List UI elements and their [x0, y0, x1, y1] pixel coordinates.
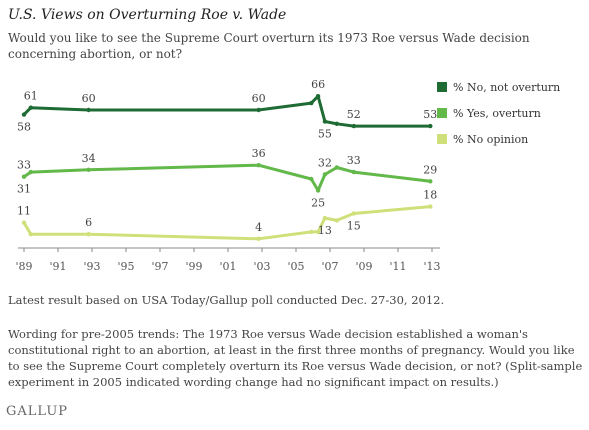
data-point — [21, 174, 27, 179]
data-point — [428, 123, 433, 129]
data-label: 29 — [423, 163, 437, 176]
data-point — [309, 176, 314, 182]
legend-item: % No opinion — [437, 133, 529, 146]
chart-title: U.S. Views on Overturning Roe v. Wade — [8, 7, 287, 23]
data-label: 60 — [252, 92, 266, 105]
legend-label: % No, not overturn — [453, 81, 561, 94]
legend-swatch — [437, 134, 447, 144]
data-point — [334, 218, 339, 223]
data-label: 25 — [311, 197, 325, 210]
legend-item: % Yes, overturn — [437, 107, 541, 120]
data-point — [315, 94, 321, 99]
data-point — [315, 229, 321, 235]
data-point — [351, 211, 356, 216]
data-point — [351, 123, 356, 129]
data-label: 31 — [17, 183, 31, 196]
data-point — [428, 204, 433, 209]
data-label: 36 — [252, 147, 266, 160]
x-tick-label: '95 — [117, 260, 134, 273]
data-label: 6 — [85, 216, 92, 229]
data-point — [428, 179, 433, 184]
x-tick-label: '03 — [253, 260, 270, 273]
data-label: 61 — [24, 90, 38, 103]
data-point — [256, 107, 261, 113]
data-label: 4 — [255, 221, 262, 234]
legend-item: % No, not overturn — [437, 81, 561, 94]
line-chart: '89 '91 '93 '95 '97 '99 '01 '03 '05 '07 '09 '11 '13 5… — [15, 78, 440, 273]
data-point — [86, 167, 91, 172]
data-label: 33 — [347, 154, 361, 167]
data-label: 13 — [318, 224, 332, 237]
series-line — [23, 163, 431, 192]
x-tick-label: '01 — [219, 260, 236, 273]
data-label: 66 — [311, 78, 325, 91]
x-tick-label: '93 — [83, 260, 100, 273]
legend-label: % No opinion — [453, 133, 529, 146]
gallup-logo: GALLUP — [6, 404, 69, 419]
data-point — [334, 121, 339, 127]
data-point — [256, 236, 261, 241]
data-label: 33 — [17, 159, 31, 172]
data-point — [322, 215, 328, 221]
legend-swatch — [437, 82, 447, 92]
data-point — [28, 169, 33, 175]
data-point — [86, 232, 91, 237]
data-point — [21, 112, 27, 117]
x-tick-label: '89 — [15, 260, 32, 273]
legend-swatch — [437, 108, 447, 118]
series-line — [22, 205, 431, 241]
x-tick-label: '09 — [355, 260, 372, 273]
x-tick-label: '05 — [287, 260, 304, 273]
chart-subtitle: Would you like to see the Supreme Court … — [8, 31, 530, 61]
x-tick-label: '07 — [321, 260, 338, 273]
data-label: 58 — [17, 121, 31, 134]
latest-result-note: Latest result based on USA Today/Gallup … — [8, 293, 445, 307]
data-label: 11 — [17, 205, 31, 218]
data-point — [322, 119, 328, 124]
data-point — [21, 220, 27, 225]
data-point — [28, 105, 33, 110]
data-point — [351, 169, 356, 175]
data-label: 60 — [82, 92, 96, 105]
wording-note: Wording for pre-2005 trends: The 1973 Ro… — [8, 327, 583, 389]
data-point — [86, 107, 91, 113]
data-label: 34 — [82, 152, 96, 165]
x-tick-label: '13 — [423, 260, 440, 273]
data-label: 53 — [423, 108, 437, 121]
data-point — [309, 229, 314, 235]
data-label: 52 — [347, 108, 361, 121]
data-point — [334, 165, 339, 170]
data-point — [309, 100, 314, 106]
x-tick-label: '97 — [151, 260, 168, 273]
series-line — [22, 94, 431, 128]
data-point — [28, 232, 33, 237]
data-label: 18 — [423, 189, 437, 202]
x-tick-label: '99 — [185, 260, 202, 273]
x-tick-label: '11 — [389, 260, 406, 273]
data-point — [256, 163, 261, 168]
data-point — [315, 188, 321, 193]
x-tick-label: '91 — [49, 260, 66, 273]
legend-label: % Yes, overturn — [453, 107, 541, 120]
data-label: 15 — [347, 220, 361, 233]
data-point — [322, 172, 328, 177]
data-label: 32 — [318, 156, 332, 169]
data-label: 55 — [318, 128, 332, 141]
